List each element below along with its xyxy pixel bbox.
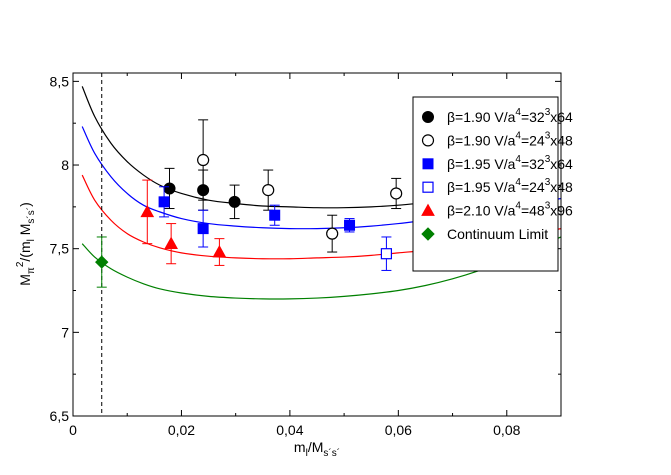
x-tick-label: 0,08 [493, 422, 520, 438]
legend-label: β=1.90 V/a4=323x64 [447, 107, 573, 125]
beta195_32-point [197, 223, 209, 235]
x-tick-label: 0 [69, 422, 77, 438]
x-axis-title: ml/Ms´s´ [294, 439, 340, 459]
legend-entry-beta190_32: β=1.90 V/a4=323x64 [422, 107, 573, 125]
beta190_24-point [197, 153, 210, 167]
beta195_32-point [344, 219, 356, 231]
beta190_24-point [326, 227, 339, 240]
legend-label: β=2.10 V/a4=483x96 [447, 201, 573, 219]
y-tick-label: 8 [61, 157, 69, 173]
legend-entry-beta195_32: β=1.95 V/a4=323x64 [422, 154, 573, 172]
legend: β=1.90 V/a4=323x64 β=1.90 V/a4=243x48 β=1.… [412, 96, 573, 272]
legend-label: β=1.95 V/a4=243x48 [447, 177, 573, 195]
x-tick-label: 0,04 [276, 422, 303, 438]
y-axis-title: Mπ2/(ml Ms´s´) [15, 202, 37, 286]
beta195_24-point [380, 248, 393, 260]
beta190_24-point [262, 184, 275, 197]
data-points [95, 119, 403, 288]
legend-marker-beta190_24 [421, 134, 435, 147]
beta190_24-point [390, 187, 403, 200]
y-tick-label: 6,5 [50, 408, 70, 424]
x-tick-label: 0,02 [168, 422, 195, 438]
y-tick-label: 8,5 [50, 73, 70, 89]
legend-label: Continuum Limit [447, 226, 548, 242]
legend-label: β=1.95 V/a4=323x64 [447, 154, 573, 172]
beta195_32-point [269, 209, 281, 221]
legend-marker-continuum [421, 227, 435, 241]
y-tick-label: 7 [61, 324, 69, 340]
legend-marker-beta190_32 [422, 111, 434, 123]
legend-marker-beta210_48 [421, 203, 435, 216]
continuum-point [95, 255, 109, 269]
beta210_48-point [212, 244, 227, 258]
fit-green-curve [81, 236, 561, 300]
legend-entry-beta190_24: β=1.90 V/a4=243x48 [421, 130, 573, 148]
legend-box [412, 96, 559, 272]
y-tick-label: 7,5 [50, 241, 70, 257]
plot-frame [72, 72, 562, 417]
legend-entry-beta210_48: β=2.10 V/a4=483x96 [421, 201, 573, 219]
beta195_32-point [158, 196, 170, 208]
legend-label: β=1.90 V/a4=243x48 [447, 130, 573, 148]
legend-marker-beta195_32 [422, 158, 434, 170]
beta210_48-point [140, 204, 155, 218]
x-tick-label: 0,06 [385, 422, 412, 438]
beta210_48-point [164, 236, 178, 249]
beta190_32-point [163, 182, 176, 195]
axis-ticks: 0 0,02 0,04 0,06 0,08 6,5 7 7,5 8 8,5 [50, 73, 561, 438]
legend-entry-continuum: Continuum Limit [421, 226, 548, 242]
beta190_32-point [228, 195, 241, 208]
legend-entry-beta195_24: β=1.95 V/a4=243x48 [422, 177, 573, 195]
legend-marker-beta195_24 [422, 181, 434, 193]
